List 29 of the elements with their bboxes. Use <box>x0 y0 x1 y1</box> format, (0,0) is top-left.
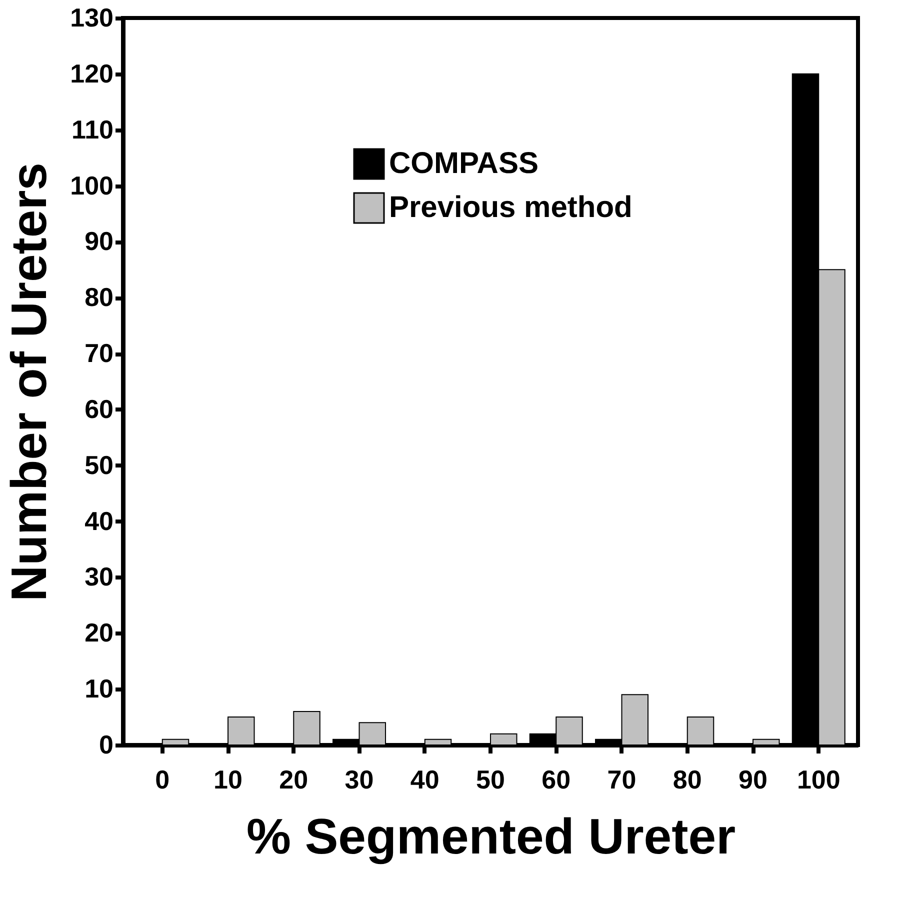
y-tick-label: 100 <box>70 170 114 200</box>
y-tick-label: 20 <box>84 618 114 648</box>
x-tick-label: 100 <box>796 764 840 794</box>
x-tick-label: 10 <box>214 764 242 794</box>
x-tick-label: 40 <box>410 764 440 794</box>
x-tick-label: 30 <box>344 764 374 794</box>
y-axis-title: Number of Ureters <box>1 162 58 602</box>
legend-label: COMPASS <box>389 147 538 180</box>
y-tick-label: 80 <box>84 282 114 312</box>
y-tick-label: 30 <box>84 562 114 592</box>
y-tick-label: 50 <box>84 450 114 480</box>
y-tick-label: 60 <box>84 394 114 424</box>
x-tick-label: 80 <box>672 764 702 794</box>
x-tick-label: 50 <box>476 764 505 794</box>
y-tick-label: 110 <box>72 114 114 144</box>
x-axis-title: % Segmented Ureter <box>246 808 736 864</box>
x-tick-label: 90 <box>738 764 768 794</box>
y-tick-label: 70 <box>84 338 114 368</box>
x-tick-label: 70 <box>607 764 636 794</box>
y-tick-label: 10 <box>84 674 114 704</box>
y-tick-label: 120 <box>70 58 114 88</box>
x-tick-label: 20 <box>279 764 308 794</box>
y-tick-label: 130 <box>70 2 114 32</box>
legend-label: Previous method <box>389 191 632 224</box>
x-tick-label: 0 <box>155 764 170 794</box>
y-tick-label: 40 <box>84 506 114 536</box>
y-tick-label: 90 <box>84 226 114 256</box>
x-tick-label: 60 <box>542 764 571 794</box>
y-tick-label: 0 <box>99 730 114 760</box>
